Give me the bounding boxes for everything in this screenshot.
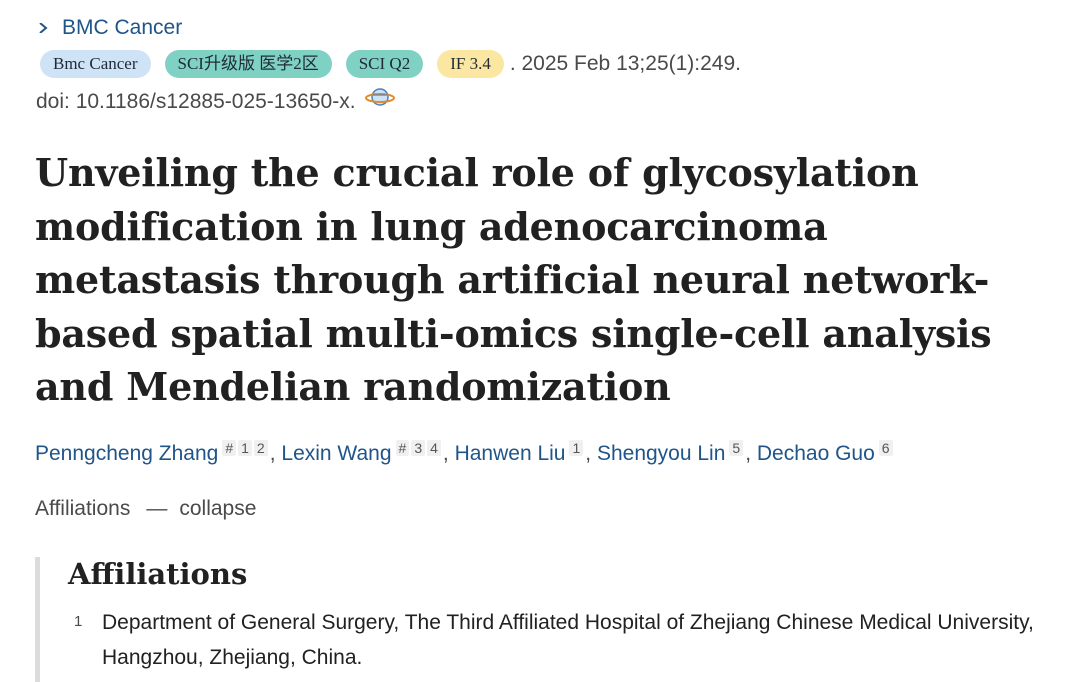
chevron-right-icon bbox=[39, 23, 48, 33]
affiliation-ref[interactable]: 2 bbox=[253, 440, 268, 456]
equal-contribution-mark[interactable]: # bbox=[222, 440, 237, 456]
affiliation-text: Department of General Surgery, The Third… bbox=[102, 611, 1034, 669]
sci-ranking-badge[interactable]: SCI升级版 医学2区 bbox=[164, 50, 332, 78]
affiliation-ref[interactable]: 1 bbox=[569, 440, 584, 456]
affiliations-heading: Affiliations bbox=[68, 557, 248, 591]
author-link[interactable]: Dechao Guo bbox=[756, 442, 875, 465]
affiliation-number: 1 bbox=[74, 613, 83, 630]
impact-factor-badge[interactable]: IF 3.4 bbox=[437, 50, 504, 78]
citation-text: . 2025 Feb 13;25(1):249. bbox=[509, 52, 741, 75]
journal-breadcrumb-link[interactable]: BMC Cancer bbox=[36, 16, 182, 40]
author-affiliation-marks: #3 4 bbox=[395, 440, 443, 456]
affiliations-toggle: Affiliations — collapse bbox=[35, 497, 256, 521]
author-affiliation-marks: 5 bbox=[729, 440, 745, 456]
affiliations-panel: Affiliations 1 Department of General Sur… bbox=[35, 557, 1050, 682]
doi-text: doi: 10.1186/s12885-025-13650-x. bbox=[36, 90, 356, 113]
author-list: Penngcheng Zhang #1 2, Lexin Wang #3 4, Hanw… bbox=[35, 440, 895, 466]
toggle-dash: — bbox=[146, 497, 168, 520]
journal-badge[interactable]: Bmc Cancer bbox=[40, 50, 151, 78]
globe-orbit-icon[interactable] bbox=[364, 85, 396, 109]
article-title: Unveiling the crucial role of glycosylat… bbox=[35, 150, 992, 409]
author-link[interactable]: Lexin Wang bbox=[281, 442, 392, 465]
equal-contribution-mark[interactable]: # bbox=[395, 440, 410, 456]
affiliation-item: 1 Department of General Surgery, The Thi… bbox=[74, 609, 1044, 675]
affiliation-ref[interactable]: 3 bbox=[411, 440, 426, 456]
collapse-affiliations-button[interactable]: collapse bbox=[179, 497, 257, 520]
author-link[interactable]: Hanwen Liu bbox=[454, 442, 566, 465]
affiliation-ref[interactable]: 1 bbox=[238, 440, 252, 456]
journal-link-label: BMC Cancer bbox=[62, 16, 183, 39]
author-affiliation-marks: 1 bbox=[569, 440, 585, 456]
author-affiliation-marks: #1 2 bbox=[222, 440, 269, 456]
author-link[interactable]: Penngcheng Zhang bbox=[35, 442, 219, 465]
affiliations-toggle-label: Affiliations bbox=[35, 497, 131, 520]
affiliation-ref[interactable]: 6 bbox=[878, 440, 893, 456]
affiliation-ref[interactable]: 5 bbox=[729, 440, 744, 456]
sci-quartile-badge[interactable]: SCI Q2 bbox=[345, 50, 424, 78]
badge-row: Bmc Cancer SCI升级版 医学2区 SCI Q2 IF 3.4 . 2… bbox=[40, 50, 741, 78]
author-link[interactable]: Shengyou Lin bbox=[596, 442, 726, 465]
doi-row: doi: 10.1186/s12885-025-13650-x. bbox=[36, 88, 396, 114]
affiliation-ref[interactable]: 4 bbox=[427, 440, 441, 456]
author-affiliation-marks: 6 bbox=[878, 440, 895, 456]
